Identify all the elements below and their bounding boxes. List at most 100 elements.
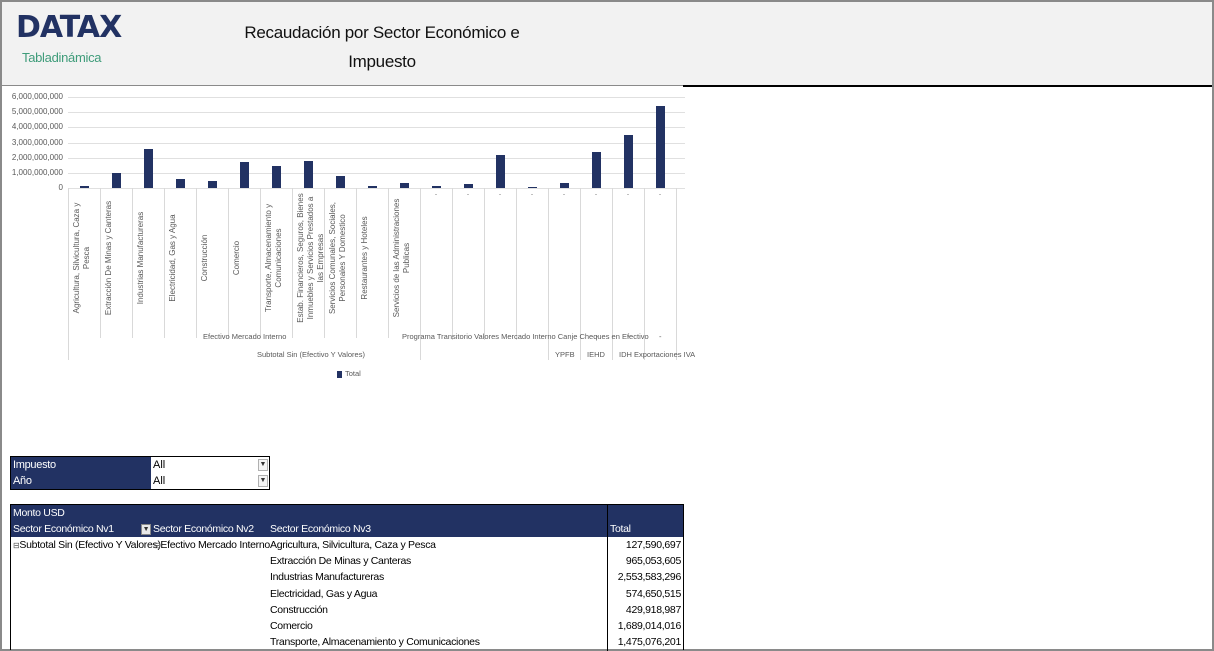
axis-separator	[484, 188, 485, 340]
bar[interactable]	[432, 186, 441, 188]
axis-separator	[164, 188, 165, 338]
axis-separator	[260, 188, 261, 338]
nv3-cell: Construcción	[270, 603, 328, 616]
header-nv1[interactable]: Sector Económico Nv1	[13, 523, 114, 535]
x-group-label: YPFB	[555, 350, 575, 359]
dropdown-arrow-icon[interactable]: ▼	[258, 475, 268, 487]
bar[interactable]	[464, 184, 473, 188]
chart-legend[interactable]: Total	[337, 369, 361, 378]
bar[interactable]	[368, 186, 377, 188]
gridline	[68, 127, 685, 129]
gridline	[68, 112, 685, 114]
bar[interactable]	[304, 161, 313, 188]
header-nv3[interactable]: Sector Económico Nv3	[270, 523, 371, 535]
bar[interactable]	[80, 186, 89, 188]
table-row: Extracción De Minas y Canteras 965,053,6…	[11, 553, 683, 569]
bar[interactable]	[176, 179, 185, 188]
axis-separator	[388, 188, 389, 338]
datax-logo: DATAX	[16, 10, 122, 45]
filter-ano: Año All ▼	[11, 473, 269, 489]
dropdown-arrow-icon[interactable]: ▼	[258, 459, 268, 471]
x-group-label: Programa Transitorio Valores Mercado Int…	[402, 332, 649, 341]
axis-separator	[324, 188, 325, 338]
header-nv2[interactable]: Sector Económico Nv2	[153, 523, 254, 535]
y-tick-label: 0	[58, 183, 63, 192]
y-tick-label: 5,000,000,000	[11, 107, 63, 117]
filter-impuesto: Impuesto All ▼	[11, 457, 269, 473]
bar[interactable]	[144, 149, 153, 188]
bar[interactable]	[560, 183, 569, 188]
axis-separator	[420, 188, 421, 360]
bar[interactable]	[400, 183, 409, 188]
x-group-label: -	[627, 332, 630, 341]
filter-dropdown-icon[interactable]: ▼	[141, 523, 151, 535]
table-row: Electricidad, Gas y Agua 574,650,515	[11, 586, 683, 602]
filter-impuesto-select[interactable]: All ▼	[151, 457, 269, 473]
nv3-cell: Electricidad, Gas y Agua	[270, 587, 378, 600]
collapse-icon[interactable]: ⊟	[154, 541, 161, 550]
x-category-label: -	[563, 192, 565, 198]
total-cell: 2,553,583,296	[617, 571, 682, 584]
filter-label: Año	[11, 473, 151, 489]
axis-separator	[580, 188, 581, 360]
x-group-label: -	[596, 332, 599, 341]
x-category-label: Servicios de las Administraciones Public…	[392, 198, 411, 318]
table-row: Transporte, Almacenamiento y Comunicacio…	[11, 634, 683, 650]
filter-label: Impuesto	[11, 457, 151, 473]
nv3-cell: Comercio	[270, 619, 313, 632]
nv2-cell[interactable]: ⊟Efectivo Mercado Interno	[154, 539, 270, 551]
x-category-label: Comercio	[232, 240, 241, 276]
bar[interactable]	[496, 155, 505, 188]
y-tick-label: 3,000,000,000	[11, 137, 63, 147]
filter-value: All	[153, 475, 166, 487]
axis-separator	[612, 188, 613, 360]
legend-swatch-icon	[337, 370, 342, 378]
nv3-cell: Extracción De Minas y Canteras	[270, 555, 411, 568]
axis-separator	[132, 188, 133, 338]
gridline	[68, 142, 685, 144]
x-category-label: -	[531, 192, 533, 198]
axis-separator	[228, 188, 229, 338]
x-category-label: Restaurantes y Hoteles	[360, 216, 369, 300]
nv3-cell: Industrias Manufactureras	[270, 571, 384, 584]
nv3-cell: Agricultura, Silvicultura, Caza y Pesca	[270, 539, 436, 551]
axis-separator	[68, 188, 69, 360]
nv1-filter-button[interactable]: ▼	[141, 521, 151, 537]
header-total: Total	[610, 523, 631, 535]
total-cell: 574,650,515	[625, 587, 681, 600]
collapse-icon[interactable]: ⊟	[13, 541, 20, 550]
bar[interactable]	[592, 152, 601, 188]
filter-value: All	[153, 459, 166, 471]
x-category-label: -	[435, 192, 437, 198]
bar[interactable]	[336, 176, 345, 188]
bar[interactable]	[208, 181, 217, 188]
axis-separator	[196, 188, 197, 338]
total-cell: 1,475,076,201	[617, 636, 682, 649]
x-group-label: IDH Exportaciones IVA	[619, 350, 696, 359]
bar[interactable]	[112, 173, 121, 188]
x-category-label: Agricultura, Silvicultura, Caza y Pesca	[72, 202, 91, 314]
bar[interactable]	[240, 162, 249, 188]
axis-separator	[292, 188, 293, 338]
table-row: ⊟Subtotal Sin (Efectivo Y Valores) ⊟Efec…	[11, 537, 683, 553]
nv3-cell: Transporte, Almacenamiento y Comunicacio…	[270, 636, 480, 649]
bar[interactable]	[272, 165, 281, 188]
filter-ano-select[interactable]: All ▼	[151, 473, 269, 489]
x-category-label: -	[595, 192, 597, 198]
axis-separator	[676, 188, 677, 360]
y-tick-label: 1,000,000,000	[11, 167, 63, 177]
x-group-label: Subtotal Sin (Efectivo Y Valores)	[257, 350, 365, 359]
x-group-label: Efectivo Mercado Interno	[203, 332, 287, 341]
logo-subtitle: Tabladinámica	[22, 50, 102, 65]
bar[interactable]	[656, 105, 665, 188]
bar[interactable]	[624, 135, 633, 188]
x-group-label: IEHD	[587, 350, 605, 359]
nv1-cell[interactable]: ⊟Subtotal Sin (Efectivo Y Valores)	[13, 539, 161, 551]
axis-separator	[356, 188, 357, 338]
total-cell: 127,590,697	[625, 539, 681, 551]
pivot-chart[interactable]: Total 6,000,000,000 5,000,000,000 4,000,00…	[10, 88, 695, 388]
bar[interactable]	[528, 187, 537, 188]
x-category-label: Transporte, Almacenamiento y Comunicacio…	[264, 203, 283, 313]
axis-separator	[548, 188, 549, 360]
report-header: DATAX Tabladinámica Recaudación por Sect…	[2, 2, 1212, 86]
